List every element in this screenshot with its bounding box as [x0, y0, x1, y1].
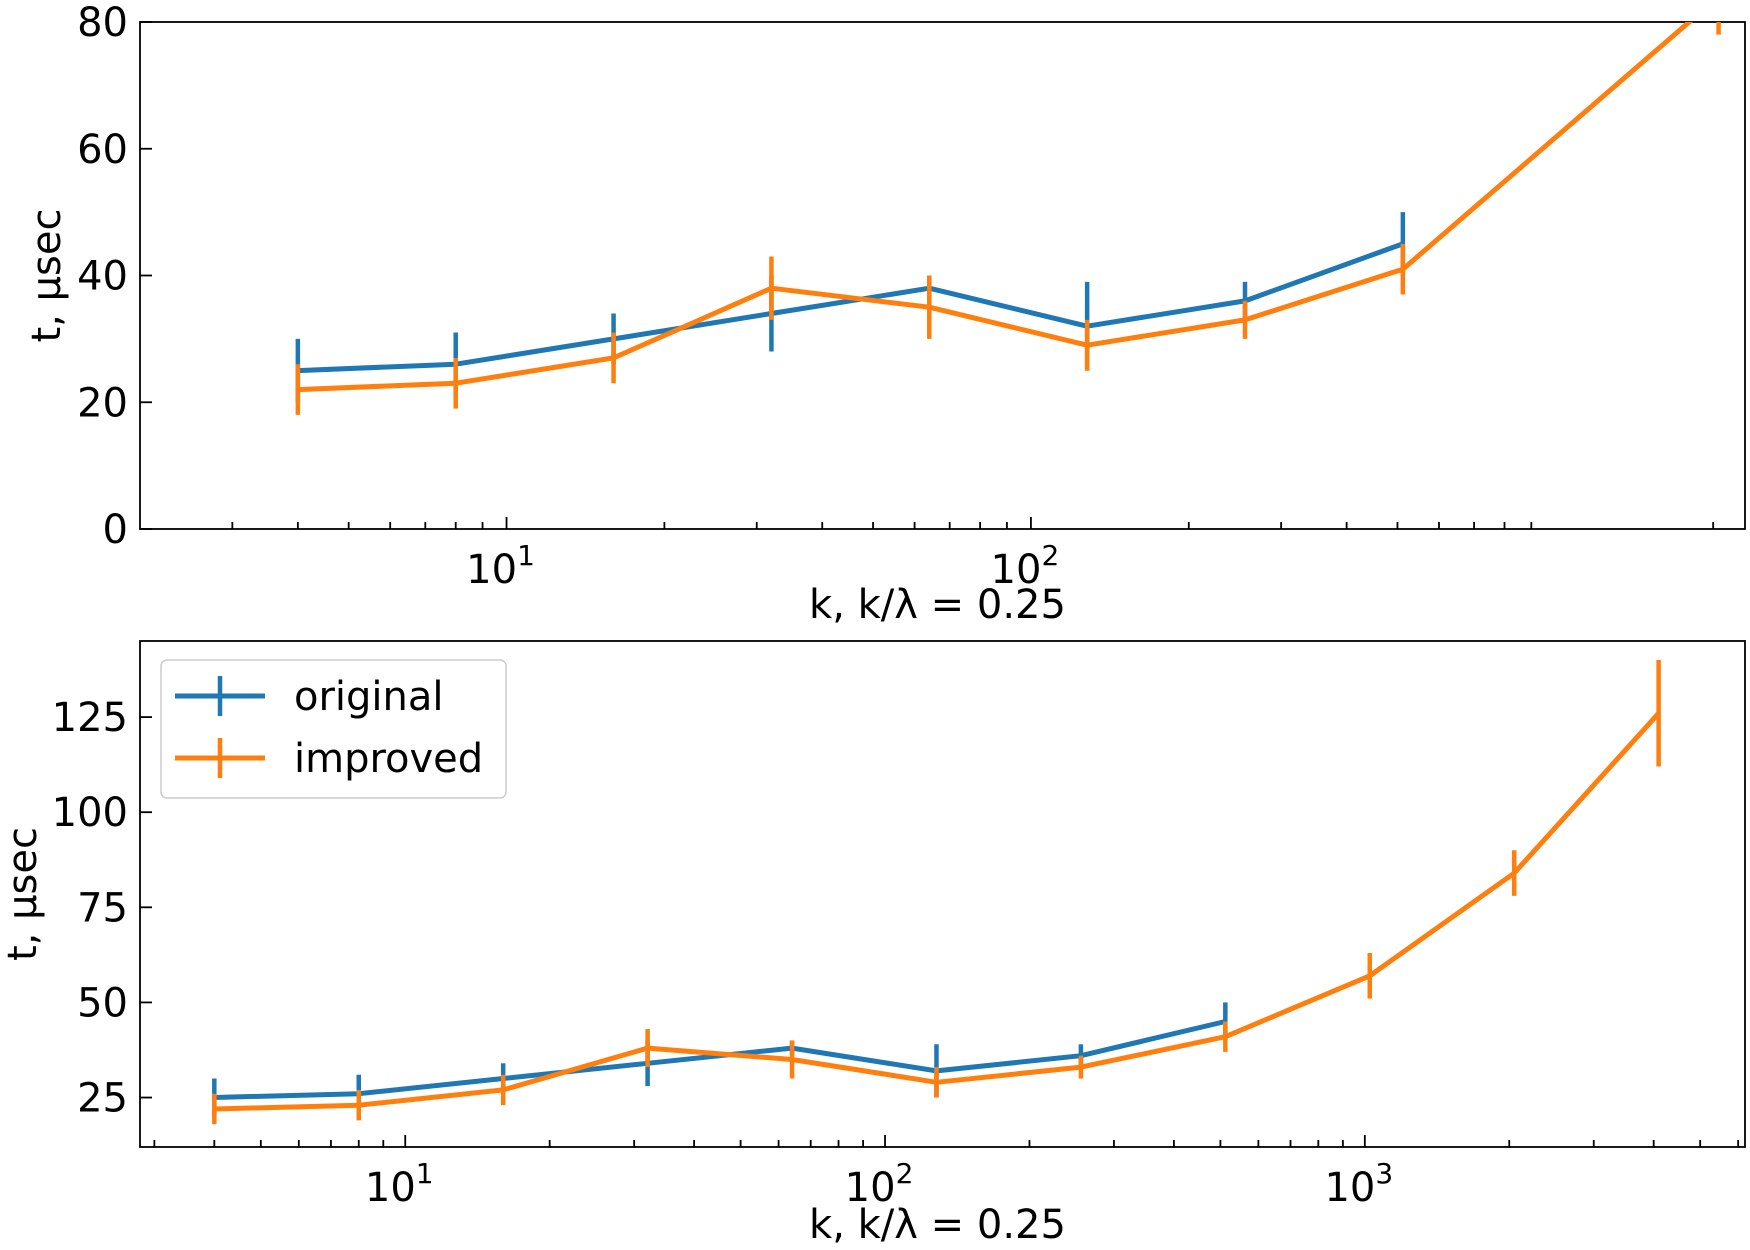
legend: original improved	[160, 659, 507, 799]
x-tick-label: 102	[845, 1157, 914, 1211]
y-tick-label: 80	[77, 0, 128, 46]
series-line-original	[214, 1019, 1226, 1100]
y-tick-label: 50	[77, 980, 128, 1026]
x-tick-exponent: 3	[1375, 1157, 1393, 1190]
x-tick-exponent: 1	[517, 539, 535, 572]
series-group	[212, 660, 1661, 1125]
x-tick-label: 101	[466, 539, 535, 593]
x-axis-label: k, k/λ = 0.25	[809, 582, 1066, 628]
legend-label-original: original	[294, 674, 444, 720]
x-tick-label: 101	[365, 1157, 434, 1211]
x-tick-base: 10	[991, 547, 1042, 593]
series-group	[295, 22, 1721, 415]
x-tick-base: 10	[365, 1165, 416, 1211]
y-tick-label: 100	[52, 790, 128, 836]
y-axis-label: t, μsec	[24, 208, 70, 342]
plot-frame	[139, 640, 1746, 1148]
y-tick-label: 60	[77, 127, 128, 173]
y-tick-label: 0	[103, 507, 128, 553]
x-tick-base: 10	[1324, 1165, 1375, 1211]
y-tick-label: 25	[77, 1076, 128, 1122]
series-line-improved	[297, 22, 1694, 393]
y-axis-label: t, μsec	[0, 827, 46, 961]
legend-label-improved: improved	[294, 736, 483, 782]
y-tick-label: 40	[77, 254, 128, 300]
x-tick-base: 10	[466, 547, 517, 593]
series-line-original	[297, 241, 1404, 374]
x-tick-base: 10	[845, 1165, 896, 1211]
y-tick-label: 125	[52, 695, 128, 741]
y-tick-label: 20	[77, 380, 128, 426]
x-axis-label: k, k/λ = 0.25	[809, 1202, 1066, 1248]
x-tick-exponent: 2	[896, 1157, 914, 1190]
x-tick-exponent: 2	[1041, 539, 1059, 572]
plot-frame	[139, 21, 1746, 530]
y-tick-label: 75	[77, 885, 128, 931]
x-tick-exponent: 1	[416, 1157, 434, 1190]
x-tick-label: 103	[1324, 1157, 1393, 1211]
x-tick-label: 102	[991, 539, 1060, 593]
